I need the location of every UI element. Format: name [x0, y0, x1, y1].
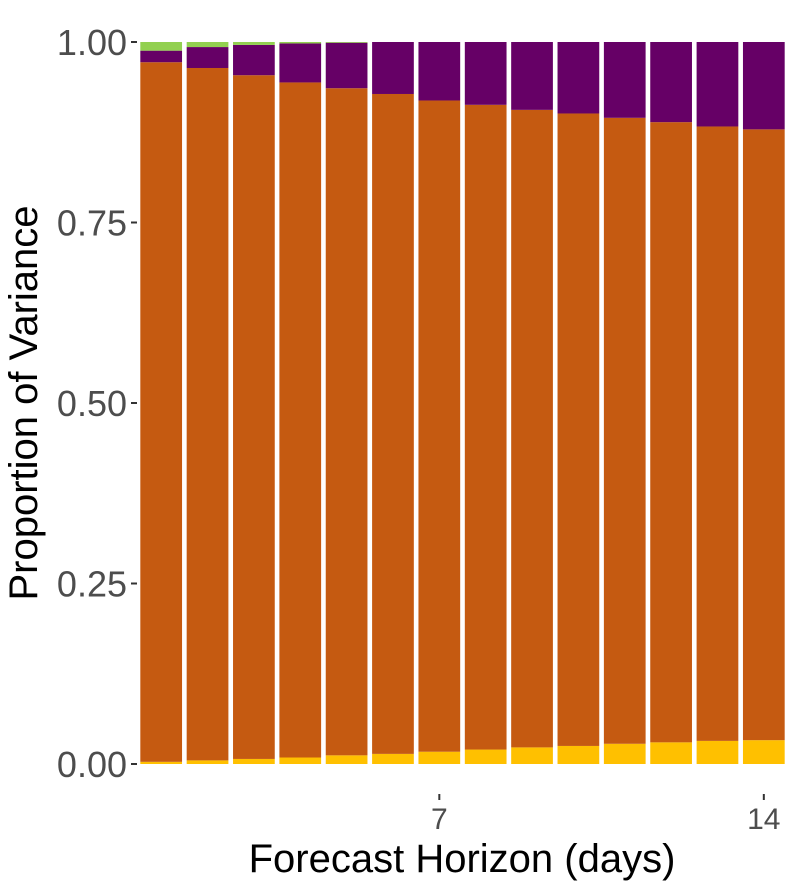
- bar-segment-x5-s2: [325, 42, 368, 89]
- bar-segment-x7-s0: [418, 751, 461, 764]
- x-tick-label: 7: [431, 803, 448, 836]
- y-axis: 0.00 0.25 0.50 0.75 1.00: [57, 22, 137, 785]
- bar-segment-x6-s1: [372, 93, 414, 754]
- bar-segment-x9-s0: [511, 747, 553, 764]
- bar-segment-x7-s1: [418, 100, 461, 752]
- bar-segment-x13-s2: [696, 42, 739, 127]
- x-axis-title: Forecast Horizon (days): [249, 837, 676, 881]
- x-tick-label: 14: [747, 803, 780, 836]
- bar-segment-x9-s1: [511, 109, 553, 748]
- bar-segment-x14-s2: [742, 42, 785, 130]
- bar-segment-x13-s1: [696, 126, 739, 741]
- bar-segment-x13-s0: [696, 740, 739, 764]
- bar-segment-x3-s1: [233, 75, 275, 759]
- bar-segment-x1-s1: [140, 62, 183, 762]
- bar-segment-x2-s3: [186, 42, 229, 48]
- bar-segment-x3-s3: [233, 42, 275, 45]
- bar-segment-x6-s0: [372, 753, 414, 764]
- bar-segment-x2-s0: [186, 760, 229, 764]
- bar-segment-x11-s2: [603, 42, 646, 118]
- bar-segment-x10-s0: [557, 745, 600, 764]
- y-axis-title: Proportion of Variance: [2, 205, 46, 600]
- bar-segment-x1-s0: [140, 761, 183, 764]
- bar-segment-x10-s1: [557, 113, 600, 746]
- bar-segment-x6-s2: [372, 42, 414, 94]
- bar-segment-x5-s0: [325, 755, 368, 764]
- y-tick-label: 0.75: [57, 203, 127, 244]
- bar-segment-x8-s2: [464, 42, 507, 105]
- x-axis: 7 14: [431, 794, 781, 836]
- bar-segment-x8-s1: [464, 104, 507, 750]
- bar-segment-x1-s2: [140, 50, 183, 63]
- y-tick-label: 0.50: [57, 383, 127, 424]
- bar-segment-x12-s0: [650, 742, 692, 764]
- bar-segment-x11-s0: [603, 743, 646, 764]
- bar-segment-x10-s2: [557, 42, 600, 114]
- bar-segment-x9-s2: [511, 42, 553, 110]
- bar-segment-x1-s3: [140, 42, 183, 51]
- bar-segment-x11-s1: [603, 117, 646, 744]
- bar-segment-x12-s1: [650, 122, 692, 743]
- bar-segment-x3-s0: [233, 758, 275, 764]
- bar-segment-x4-s1: [279, 82, 322, 758]
- bar-segment-x5-s3: [325, 42, 368, 43]
- bar-segment-x8-s0: [464, 749, 507, 764]
- y-tick-label: 0.00: [57, 744, 127, 785]
- bar-segment-x12-s2: [650, 42, 692, 123]
- bar-segment-x5-s1: [325, 88, 368, 756]
- bars-group: [140, 42, 785, 764]
- bar-segment-x4-s3: [279, 42, 322, 44]
- bar-segment-x3-s2: [233, 44, 275, 76]
- bar-segment-x4-s2: [279, 43, 322, 83]
- bar-segment-x4-s0: [279, 757, 322, 764]
- y-tick-label: 1.00: [57, 22, 127, 63]
- bar-segment-x2-s1: [186, 67, 229, 761]
- y-tick-label: 0.25: [57, 564, 127, 605]
- bar-segment-x2-s2: [186, 47, 229, 68]
- bar-segment-x14-s1: [742, 129, 785, 741]
- bar-segment-x14-s0: [742, 740, 785, 764]
- bar-segment-x7-s2: [418, 42, 461, 101]
